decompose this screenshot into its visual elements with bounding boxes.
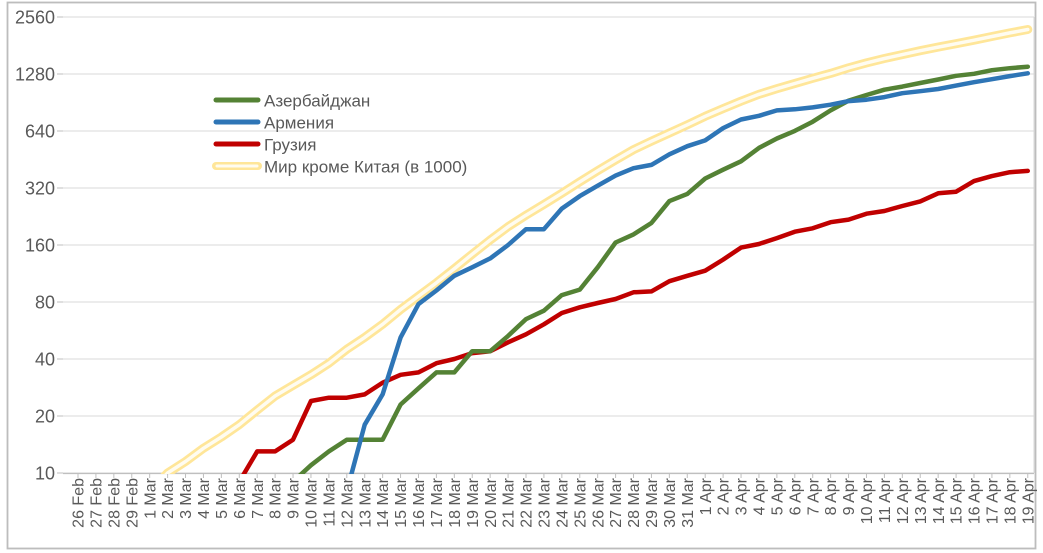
x-axis-tick-label: 16 Mar xyxy=(411,477,428,527)
x-axis-tick-label: 13 Apr xyxy=(913,477,930,524)
x-axis-tick-label: 14 Apr xyxy=(931,477,948,524)
x-axis-tick-label: 12 Apr xyxy=(895,477,912,524)
x-axis-tick-label: 15 Mar xyxy=(393,477,410,527)
x-axis-tick-label: 23 Mar xyxy=(537,477,554,527)
x-axis-tick-label: 31 Mar xyxy=(680,477,697,527)
x-axis-tick-label: 1 Mar xyxy=(142,477,159,519)
x-axis-tick-label: 9 Apr xyxy=(841,477,858,515)
x-axis-tick-label: 8 Apr xyxy=(823,477,840,515)
legend-item-armenia: Армения xyxy=(213,113,334,132)
x-axis-tick-label: 16 Apr xyxy=(967,477,984,524)
series-line-inner-world-ex-china xyxy=(164,27,1030,474)
x-axis-tick-label: 26 Feb xyxy=(71,478,88,528)
x-axis-tick-label: 8 Mar xyxy=(268,477,285,519)
legend-item-world-ex-china: Мир кроме Китая (в 1000) xyxy=(212,157,467,176)
x-axis-tick-label: 29 Feb xyxy=(124,478,141,528)
x-axis-tick-label: 30 Mar xyxy=(662,477,679,527)
x-axis-tick-label: 28 Feb xyxy=(106,478,123,528)
x-axis-tick-label: 17 Mar xyxy=(429,477,446,527)
y-axis-tick-label: 160 xyxy=(25,235,55,255)
x-axis-tick-label: 13 Mar xyxy=(357,477,374,527)
legend-item-azerbaijan: Азербайджан xyxy=(213,91,370,110)
legend-label: Азербайджан xyxy=(264,91,370,110)
y-axis-tick-label: 20 xyxy=(35,406,55,426)
axes xyxy=(57,16,1035,478)
x-axis-tick-label: 4 Apr xyxy=(752,477,769,515)
x-axis-tick-label: 15 Apr xyxy=(949,477,966,524)
x-axis-tick-label: 25 Mar xyxy=(572,477,589,527)
x-axis-tick-label: 24 Mar xyxy=(554,477,571,527)
legend-label: Грузия xyxy=(264,135,317,154)
x-axis-tick-label: 6 Apr xyxy=(787,477,804,515)
x-axis-tick-label: 5 Apr xyxy=(770,477,787,515)
y-axis-tick-label: 2560 xyxy=(15,7,55,27)
x-axis-tick-label: 9 Mar xyxy=(286,477,303,519)
y-axis-tick-label: 40 xyxy=(35,349,55,369)
x-axis-tick-label: 5 Mar xyxy=(214,477,231,519)
x-axis-tick-label: 1 Apr xyxy=(698,477,715,515)
x-axis-tick-label: 12 Mar xyxy=(339,477,356,527)
x-axis-tick-label: 7 Mar xyxy=(250,477,267,519)
x-axis-tick-label: 11 Mar xyxy=(322,477,339,526)
x-axis-tick-label: 11 Apr xyxy=(877,477,894,523)
series-line-georgia xyxy=(241,168,1031,474)
x-axis-tick-label: 19 Mar xyxy=(465,477,482,527)
x-axis-tick-label: 2 Mar xyxy=(160,477,177,519)
y-axis-tick-label: 80 xyxy=(35,292,55,312)
series-line-armenia xyxy=(349,71,1031,474)
legend-item-georgia: Грузия xyxy=(213,135,317,154)
series-line-azerbaijan xyxy=(298,64,1031,474)
x-axis-tick-label: 4 Mar xyxy=(196,477,213,519)
x-axis-tick-label: 27 Feb xyxy=(89,478,106,528)
x-axis-tick-label: 19 Apr xyxy=(1020,477,1037,524)
legend: Азербайджан Армения Грузия Мир кроме Китая … xyxy=(212,91,467,176)
x-axis-tick-label: 2 Apr xyxy=(716,477,733,515)
x-axis-tick-label: 29 Mar xyxy=(644,477,661,527)
x-axis-tick-label: 21 Mar xyxy=(501,477,518,527)
x-axis-tick-label: 27 Mar xyxy=(608,477,625,527)
y-axis-tick-label: 640 xyxy=(25,121,55,141)
x-axis-tick-label: 14 Mar xyxy=(375,477,392,527)
chart-border xyxy=(6,1,1037,550)
series-line-world-ex-china xyxy=(160,25,1033,474)
x-axis-tick-label: 17 Apr xyxy=(985,477,1002,524)
x-axis-tick-label: 10 Apr xyxy=(859,477,876,524)
x-axis-tick-label: 7 Apr xyxy=(805,477,822,515)
gridlines xyxy=(63,16,1034,474)
legend-label: Мир кроме Китая (в 1000) xyxy=(264,157,467,176)
series-lines xyxy=(160,25,1033,474)
y-axis-tick-label: 1280 xyxy=(15,64,55,84)
y-axis-labels: 10 20 40 80 160 320 640 1280 2560 xyxy=(15,7,55,483)
x-axis-tick-label: 28 Mar xyxy=(626,477,643,527)
x-axis-tick-label: 3 Apr xyxy=(734,477,751,515)
x-axis-tick-label: 18 Apr xyxy=(1002,477,1019,524)
x-axis-tick-label: 3 Mar xyxy=(178,477,195,519)
x-axis-tick-label: 22 Mar xyxy=(519,477,536,527)
x-axis-tick-label: 18 Mar xyxy=(447,477,464,527)
x-axis-tick-label: 6 Mar xyxy=(232,477,249,519)
x-axis-tick-label: 20 Mar xyxy=(483,477,500,527)
legend-label: Армения xyxy=(264,113,334,132)
y-axis-tick-label: 10 xyxy=(35,463,55,483)
x-axis-labels: 26 Feb 27 Feb 28 Feb 29 Feb 1 Mar 2 Mar 3 Mar 4… xyxy=(71,477,1038,527)
x-axis-tick-label: 10 Mar xyxy=(304,477,321,527)
x-axis-tick-label: 26 Mar xyxy=(590,477,607,527)
y-axis-tick-label: 320 xyxy=(25,178,55,198)
